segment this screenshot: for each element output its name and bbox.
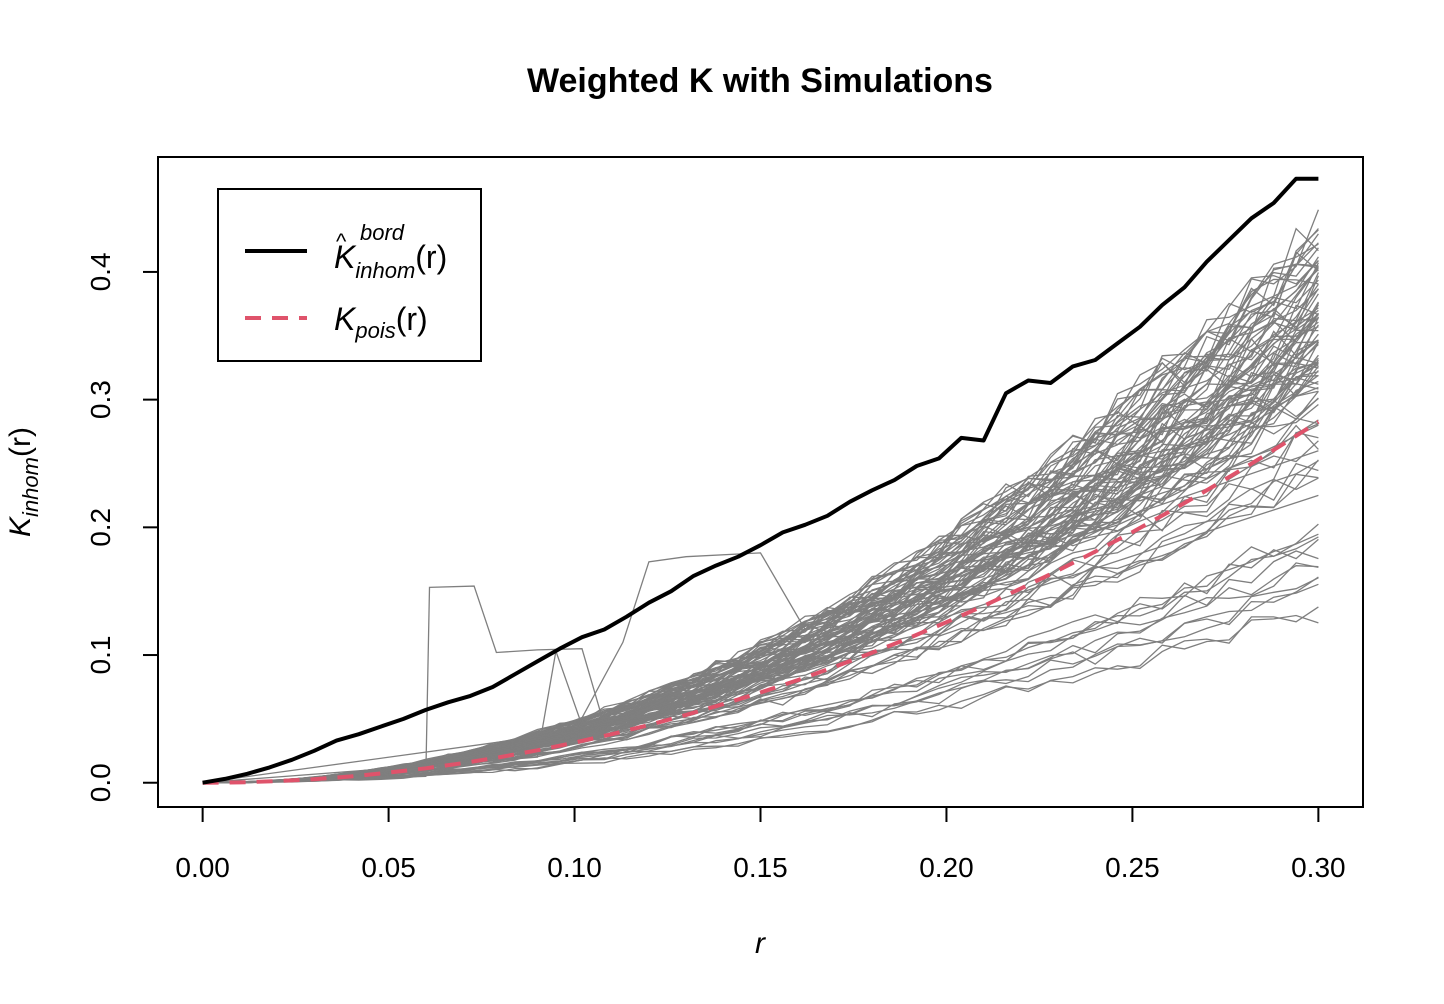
legend: Kinhom(r) ^ bord Kpois(r) bbox=[217, 188, 482, 362]
theoretical-line bbox=[202, 420, 1320, 785]
x-axis: 0.00 0.05 0.10 0.15 0.20 0.25 0.30 bbox=[175, 806, 1346, 883]
simulation-line bbox=[202, 494, 1319, 784]
legend-theoretical-suffix: (r) bbox=[396, 301, 428, 337]
y-tick-label: 0.3 bbox=[85, 380, 116, 419]
legend-observed-label: Kinhom(r) bbox=[334, 239, 447, 283]
x-tick-label: 0.05 bbox=[361, 852, 416, 883]
y-axis-label-base: K bbox=[4, 515, 37, 537]
legend-theoretical-label: Kpois(r) bbox=[334, 301, 428, 343]
simulation-line bbox=[202, 317, 1319, 784]
chart-title: Weighted K with Simulations bbox=[527, 62, 993, 100]
simulation-line bbox=[202, 450, 1319, 784]
y-axis-label-sub: inhom bbox=[18, 457, 43, 517]
x-tick-label: 0.10 bbox=[547, 852, 602, 883]
simulation-line bbox=[202, 424, 1319, 784]
x-tick-label: 0.15 bbox=[733, 852, 788, 883]
y-tick-label: 0.2 bbox=[85, 508, 116, 547]
main-series-lines bbox=[202, 176, 1320, 785]
simulation-line bbox=[202, 382, 1319, 784]
x-tick-label: 0.20 bbox=[919, 852, 974, 883]
simulation-line bbox=[202, 272, 1319, 784]
x-axis-label: r bbox=[755, 927, 766, 960]
simulation-line bbox=[202, 538, 1319, 784]
simulation-line bbox=[202, 477, 1319, 784]
legend-observed-hat: ^ bbox=[336, 229, 347, 254]
y-axis-label: Kinhom(r) bbox=[4, 427, 43, 537]
y-axis: 0.0 0.1 0.2 0.3 0.4 bbox=[85, 252, 159, 802]
legend-observed-base: K bbox=[334, 239, 357, 275]
y-axis-label-suffix: (r) bbox=[4, 427, 37, 457]
legend-theoretical-base: K bbox=[334, 301, 357, 337]
simulation-envelope-lines bbox=[202, 209, 1320, 784]
legend-box bbox=[217, 188, 482, 362]
x-tick-label: 0.00 bbox=[175, 852, 230, 883]
y-tick-label: 0.1 bbox=[85, 636, 116, 675]
y-tick-label: 0.4 bbox=[85, 252, 116, 291]
y-tick-label: 0.0 bbox=[85, 763, 116, 802]
legend-observed-sup: bord bbox=[360, 220, 405, 245]
legend-observed-suffix: (r) bbox=[415, 239, 447, 275]
simulation-line bbox=[202, 247, 1319, 784]
simulation-line bbox=[202, 614, 1319, 784]
legend-observed-sub: inhom bbox=[355, 258, 415, 283]
x-tick-label: 0.25 bbox=[1105, 852, 1160, 883]
legend-theoretical-sub: pois bbox=[354, 318, 395, 343]
x-tick-label: 0.30 bbox=[1291, 852, 1346, 883]
simulation-line bbox=[202, 523, 1319, 784]
observed-line bbox=[202, 176, 1319, 785]
